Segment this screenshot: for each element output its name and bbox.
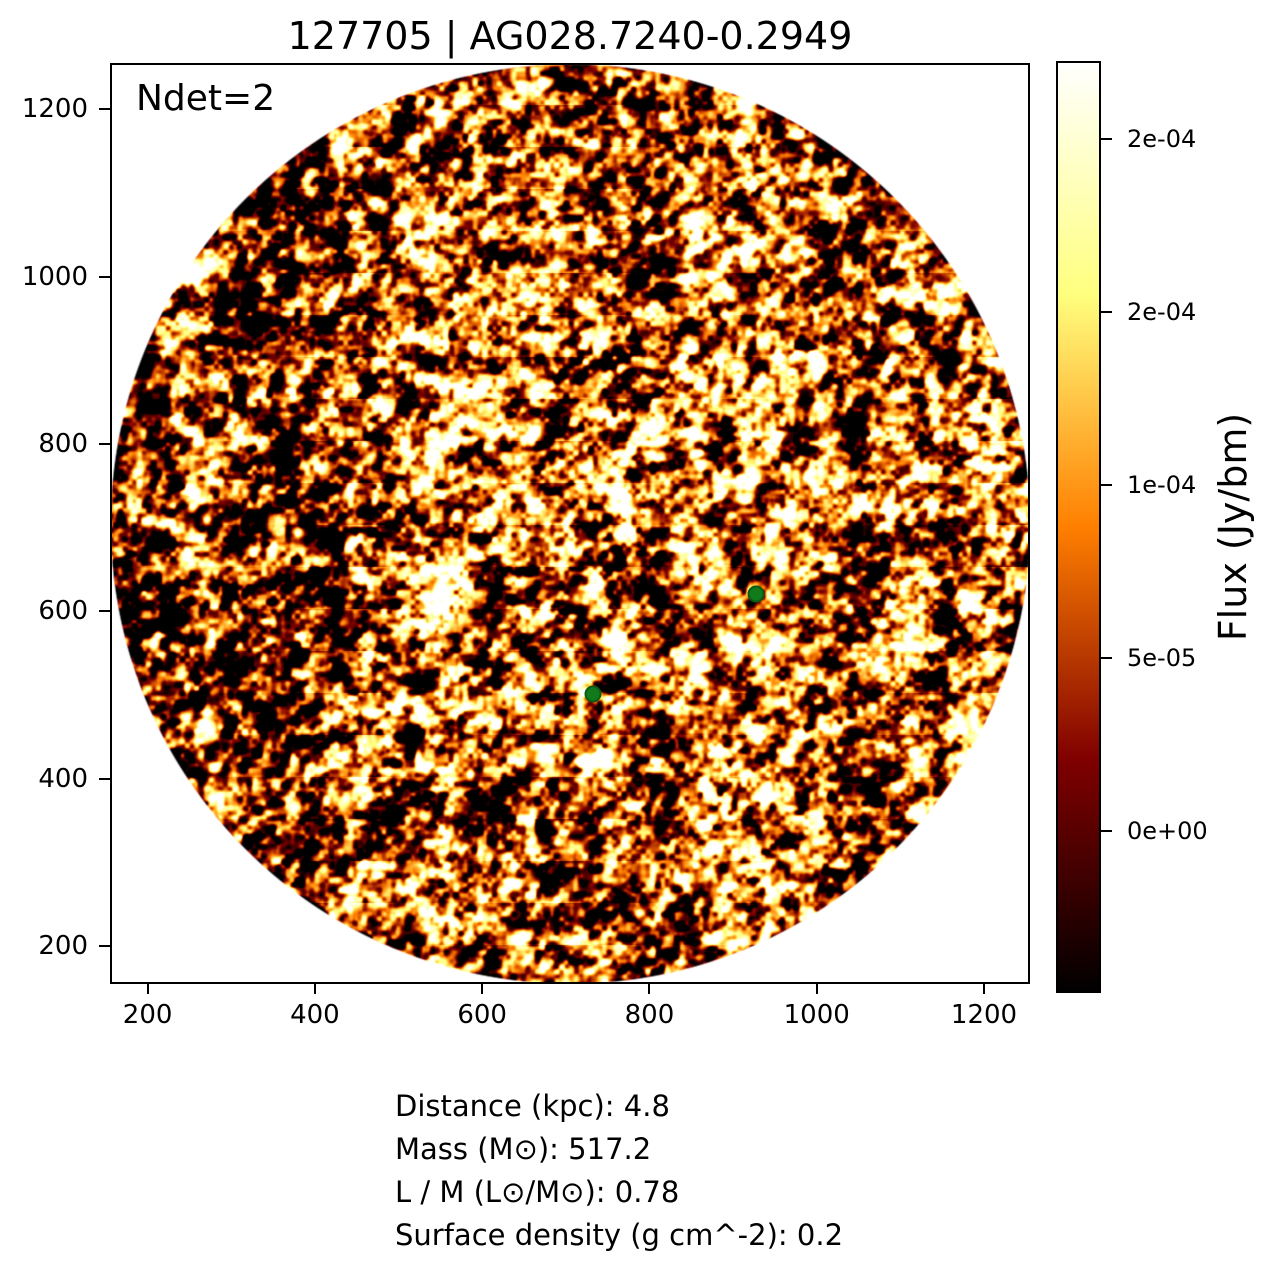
ndet-annotation: Ndet=2 (136, 78, 276, 119)
x-axis-tick-label: 1200 (950, 1000, 1018, 1030)
info-line: Mass (M⊙): 517.2 (395, 1132, 652, 1166)
x-axis-tick (815, 983, 818, 994)
colorbar-gradient (1056, 61, 1101, 993)
x-axis-tick (481, 983, 484, 994)
colorbar-tick-label: 2e-04 (1127, 124, 1197, 153)
info-line: Surface density (g cm^-2): 0.2 (395, 1218, 844, 1252)
source-info-text: Distance (kpc): 4.8 Mass (M⊙): 517.2 L / M… (395, 1085, 843, 1257)
colorbar-tick-label: 0e+00 (1127, 817, 1208, 846)
y-axis-tick (99, 275, 110, 278)
x-axis-tick (648, 983, 651, 994)
detection-marker (747, 585, 765, 603)
colorbar-tick (1101, 137, 1112, 140)
x-axis-tick (313, 983, 316, 994)
x-axis-tick (146, 983, 149, 994)
y-axis-tick (99, 945, 110, 948)
colorbar-tick-label: 1e-04 (1127, 470, 1197, 499)
info-line: L / M (L⊙/M⊙): 0.78 (395, 1175, 680, 1209)
y-axis-tick-label: 200 (38, 931, 88, 962)
y-axis-tick-label: 400 (38, 763, 88, 794)
y-axis-tick (99, 442, 110, 445)
colorbar-tick (1101, 310, 1112, 313)
x-axis-tick-label: 800 (624, 1000, 675, 1030)
y-axis-tick-label: 1000 (21, 261, 88, 292)
y-axis-tick (99, 108, 110, 111)
y-axis-tick-label: 1200 (21, 94, 88, 125)
y-axis-tick-label: 600 (38, 596, 88, 627)
plot-area: Ndet=2 (110, 63, 1030, 984)
x-axis-tick-label: 200 (122, 1000, 173, 1030)
x-axis-tick-label: 600 (457, 1000, 507, 1030)
x-axis-tick-label: 400 (290, 1000, 340, 1030)
detection-marker (584, 685, 602, 703)
flux-map-image (110, 63, 1030, 984)
y-axis-tick (99, 610, 110, 613)
colorbar-tick (1101, 830, 1112, 833)
colorbar-tick-label: 2e-04 (1127, 297, 1197, 326)
y-axis-tick (99, 777, 110, 780)
plot-title: 127705 | AG028.7240-0.2949 (287, 14, 853, 58)
info-line: Distance (kpc): 4.8 (395, 1089, 670, 1123)
colorbar-tick (1101, 483, 1112, 486)
x-axis-tick-label: 1000 (783, 1000, 850, 1030)
colorbar-label: Flux (Jy/bm) (1211, 412, 1255, 642)
x-axis-tick (983, 983, 985, 994)
colorbar-tick (1101, 656, 1112, 659)
colorbar (1056, 61, 1101, 993)
colorbar-tick-label: 5e-05 (1127, 643, 1197, 672)
y-axis-tick-label: 800 (38, 428, 88, 459)
